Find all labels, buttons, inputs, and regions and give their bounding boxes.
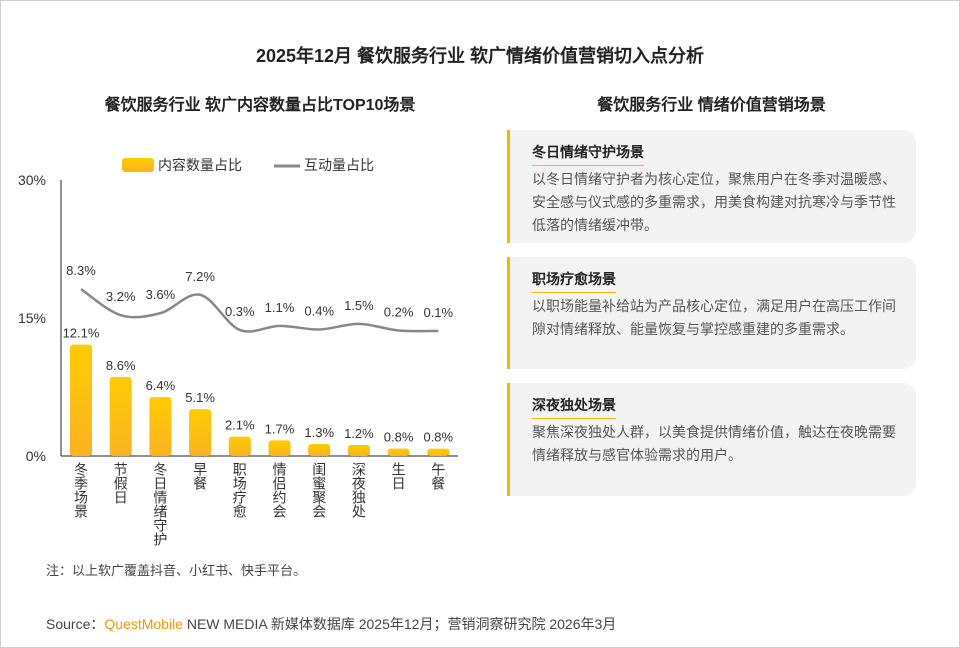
scenes-subtitle: 餐饮服务行业 情绪价值营销场景 [597, 97, 826, 114]
legend-bar-swatch [122, 158, 154, 172]
bar-data-label: 1.7% [265, 421, 295, 436]
source-brand: QuestMobile [104, 616, 183, 632]
bar [109, 376, 132, 456]
source-line: Source：QuestMobile NEW MEDIA 新媒体数据库 2025… [46, 614, 616, 634]
bar [228, 436, 251, 456]
scene-card: 冬日情绪守护场景 以冬日情绪守护者为核心定位，聚焦用户在冬季对温暖感、安全感与仪… [507, 130, 916, 243]
scene-body: 以冬日情绪守护者为核心定位，聚焦用户在冬季对温暖感、安全感与仪式感的多重需求，用… [532, 171, 896, 233]
x-tick-label: 生日 [390, 462, 407, 490]
source-prefix: Source： [46, 616, 105, 632]
combo-chart: 0% 15% 30% 内容数量占比 互动量占比 12.1% 8.6% 6.4% 5.1% 2.1%… [18, 157, 458, 464]
line-data-label: 1.5% [344, 298, 374, 313]
bar-data-label: 6.4% [146, 378, 176, 393]
scene-title: 深夜独处场景 [532, 395, 616, 419]
x-tick-label: 职场疗愈 [231, 462, 248, 518]
bar-data-label: 1.3% [304, 425, 334, 440]
bar [70, 344, 92, 456]
line-data-label: 1.1% [265, 300, 295, 315]
bar [189, 409, 212, 456]
legend-line-label: 互动量占比 [304, 157, 374, 173]
bar [308, 444, 331, 456]
bar [149, 397, 172, 456]
bar [427, 448, 450, 456]
scene-card: 职场疗愈场景 以职场能量补给站为产品核心定位，满足用户在高压工作间隙对情绪释放、… [507, 257, 916, 369]
scene-body: 聚焦深夜独处人群，以美食提供情绪价值，触达在夜晚需要情绪释放与感官体验需求的用户… [532, 424, 896, 463]
x-tick-label: 冬日情绪守护 [152, 462, 169, 546]
line-data-label: 3.6% [146, 287, 176, 302]
scene-body: 以职场能量补给站为产品核心定位，满足用户在高压工作间隙对情绪释放、能量恢复与掌控… [532, 298, 896, 337]
y-tick-label: 30% [18, 172, 46, 188]
bar [387, 448, 410, 456]
bar-data-label: 12.1% [63, 326, 100, 341]
x-tick-label: 早餐 [192, 462, 209, 490]
y-tick-label: 0% [26, 448, 46, 464]
page-title: 2025年12月 餐饮服务行业 软广情绪价值营销切入点分析 [255, 46, 705, 66]
scene-title: 冬日情绪守护场景 [532, 142, 644, 166]
line-data-label: 0.3% [225, 304, 255, 319]
bar-data-label: 8.6% [106, 358, 136, 373]
bar-data-label: 2.1% [225, 418, 255, 433]
scene-card: 深夜独处场景 聚焦深夜独处人群，以美食提供情绪价值，触达在夜晚需要情绪释放与感官… [507, 383, 916, 496]
source-rest: NEW MEDIA 新媒体数据库 2025年12月；营销洞察研究院 2026年3… [182, 616, 617, 632]
bar-data-label: 5.1% [185, 390, 215, 405]
bar-data-label: 0.8% [423, 430, 453, 445]
footnote: 注：以上软广覆盖抖音、小红书、快手平台。 [46, 563, 307, 578]
bar-data-label: 1.2% [344, 426, 374, 441]
line-data-label: 7.2% [185, 269, 215, 284]
chart-subtitle: 餐饮服务行业 软广内容数量占比TOP10场景 [104, 97, 416, 114]
y-tick-label: 15% [18, 310, 46, 326]
bar [268, 440, 291, 456]
line-data-label: 0.4% [304, 303, 334, 318]
line-data-label: 0.2% [384, 304, 414, 319]
x-tick-label: 节假日 [112, 462, 129, 504]
bar-data-label: 0.8% [384, 430, 414, 445]
x-tick-label: 午餐 [430, 462, 447, 490]
bar [347, 444, 370, 456]
x-tick-label: 情侣约会 [271, 462, 288, 518]
line-data-label: 3.2% [106, 289, 136, 304]
legend-bar-label: 内容数量占比 [158, 157, 242, 173]
line-data-label: 8.3% [66, 263, 96, 278]
line-series [80, 288, 439, 333]
x-tick-label: 冬季场景 [73, 462, 89, 518]
x-tick-label: 闺蜜聚会 [311, 462, 328, 518]
line-data-label: 0.1% [423, 305, 453, 320]
x-tick-label: 深夜独处 [350, 462, 367, 518]
scene-title: 职场疗愈场景 [532, 269, 616, 293]
